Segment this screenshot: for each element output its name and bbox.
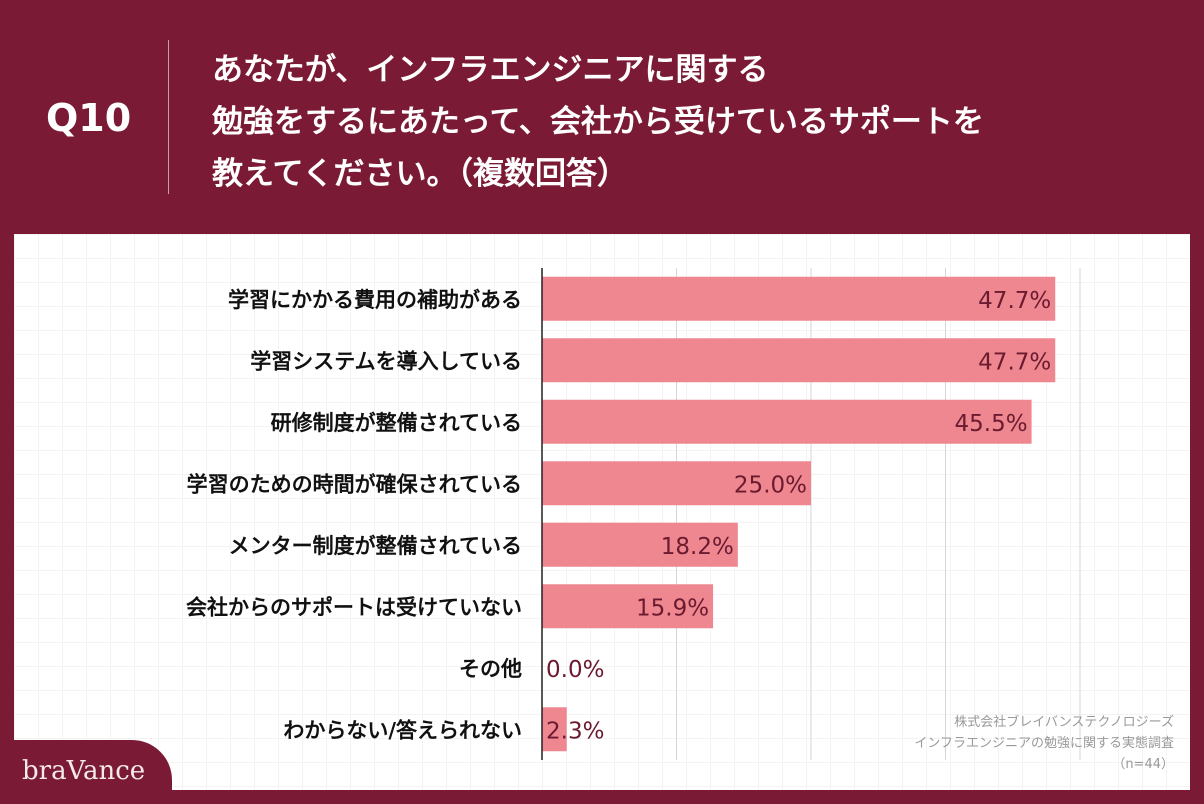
category-label: メンター制度が整備されている bbox=[229, 534, 522, 558]
category-label: 会社からのサポートは受けていない bbox=[186, 595, 522, 619]
bar bbox=[542, 338, 1056, 383]
bar bbox=[542, 707, 567, 752]
divider bbox=[168, 40, 169, 194]
source-company: 株式会社ブレイバンステクノロジーズ bbox=[954, 715, 1174, 730]
category-label: 研修制度が整備されている bbox=[271, 411, 522, 435]
logo-tab bbox=[0, 740, 172, 804]
question-title: あなたが、インフラエンジニアに関する 勉強をするにあたって、会社から受けているサ… bbox=[212, 44, 984, 200]
category-label: 学習にかかる費用の補助がある bbox=[228, 288, 522, 312]
question-number: Q10 bbox=[46, 96, 132, 140]
bar bbox=[542, 522, 738, 567]
source-survey: インフラエンジニアの勉強に関する実態調査 bbox=[914, 736, 1174, 751]
value-label: 47.7% bbox=[978, 349, 1051, 375]
source-sample-size: （n=44） bbox=[1112, 757, 1174, 772]
value-label: 2.3% bbox=[546, 718, 604, 744]
source-note: 株式会社ブレイバンステクノロジーズ インフラエンジニアの勉強に関する実態調査 （… bbox=[914, 712, 1174, 775]
value-label: 18.2% bbox=[661, 534, 734, 560]
chart-card bbox=[14, 234, 1190, 790]
bar bbox=[542, 399, 1032, 444]
category-label: 学習システムを導入している bbox=[250, 349, 522, 373]
category-label: その他 bbox=[459, 657, 522, 681]
value-label: 45.5% bbox=[955, 411, 1028, 437]
value-label: 0.0% bbox=[546, 657, 604, 683]
title-line: 教えてください。（複数回答） bbox=[212, 156, 629, 192]
bar bbox=[542, 276, 1056, 321]
value-label: 47.7% bbox=[978, 288, 1051, 314]
category-label: わからない/答えられない bbox=[283, 718, 522, 742]
category-label: 学習のための時間が確保されている bbox=[187, 472, 522, 496]
value-label: 15.9% bbox=[636, 595, 709, 621]
title-line: 勉強をするにあたって、会社から受けているサポートを bbox=[212, 104, 984, 140]
title-line: あなたが、インフラエンジニアに関する bbox=[212, 52, 769, 88]
logo: braVance bbox=[22, 756, 146, 786]
bar bbox=[542, 584, 714, 629]
value-label: 25.0% bbox=[734, 472, 807, 498]
bar bbox=[542, 461, 811, 506]
